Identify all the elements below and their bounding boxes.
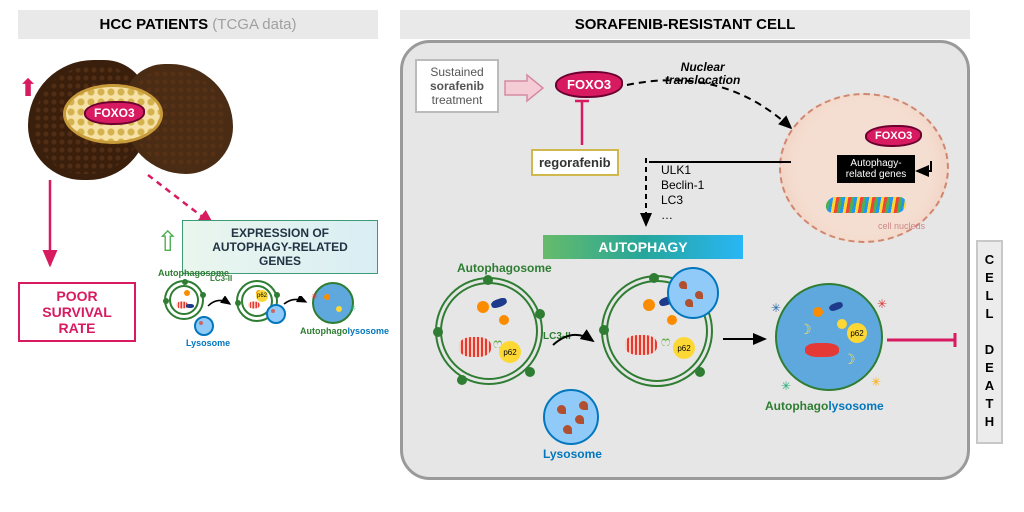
gene-list: ULK1 Beclin-1 LC3 …	[661, 163, 704, 223]
lysosome-vesicle	[543, 389, 599, 445]
poor-survival-box: POOR SURVIVAL RATE	[18, 282, 136, 342]
foxo3-badge-cytoplasm: FOXO3	[555, 71, 623, 98]
mini-autophagolysosome-label: Autophagolysosome	[300, 326, 389, 336]
autophagy-pathway-large: Autophagosome ෆ p62 LC3-II	[423, 261, 953, 471]
p62-badge-3: p62	[847, 323, 867, 343]
autophagosome-vesicle: ෆ p62	[435, 277, 543, 385]
autophagy-box: AUTOPHAGY	[543, 235, 743, 259]
p62-badge-2: p62	[673, 337, 695, 359]
up-arrow-foxo3-icon: ⬆	[18, 74, 38, 103]
p62-badge-1: p62	[499, 341, 521, 363]
lysosome-merging	[667, 267, 719, 319]
autophagy-genes-box: Autophagy- related genes	[837, 155, 915, 183]
inhibition-cell-death-icon	[885, 333, 961, 347]
dna-icon	[825, 197, 908, 213]
block-arrow-sorafenib-icon	[503, 73, 545, 103]
autophagolysosome-vesicle: ☽ ☽ p62 ✳ ✳ ✳ ✳	[775, 283, 883, 391]
cell-body: Sustained sorafenib treatment FOXO3 Nucl…	[400, 40, 970, 480]
left-header: HCC PATIENTS (TCGA data)	[18, 10, 378, 39]
cell-death-label: CELL DEATH	[976, 240, 1003, 444]
left-header-main: HCC PATIENTS	[100, 16, 209, 33]
left-header-sub: (TCGA data)	[212, 16, 296, 33]
autophagosome-label: Autophagosome	[457, 261, 552, 275]
right-panel: SORAFENIB-RESISTANT CELL Sustained soraf…	[400, 10, 1010, 500]
up-arrow-expr-icon: ⇧	[156, 225, 179, 258]
autophagolysosome-label: Autophagolysosome	[765, 399, 884, 413]
cell-nucleus-label: cell nucleus	[878, 221, 925, 231]
mini-autophagy-pathway: Autophagosome LC3-II Lysosome p62 ✳ ✳	[158, 268, 378, 368]
regorafenib-box: regorafenib	[531, 149, 619, 176]
inhibition-regorafenib-icon	[575, 95, 589, 149]
foxo3-badge-liver: FOXO3	[84, 101, 145, 125]
arrow-liver-to-survival-icon	[30, 180, 70, 280]
nuclear-translocation-label: Nuclear translocation	[665, 61, 740, 87]
expression-genes-box: EXPRESSION OF AUTOPHAGY-RELATED GENES	[182, 220, 378, 274]
right-header: SORAFENIB-RESISTANT CELL	[400, 10, 970, 39]
arrow-to-autophagy-icon	[639, 155, 653, 235]
sustained-sorafenib-box: Sustained sorafenib treatment	[415, 59, 499, 113]
liver-illustration: FOXO3	[28, 54, 238, 184]
left-panel: HCC PATIENTS (TCGA data) FOXO3 ⬆ POOR SU…	[18, 10, 378, 500]
nucleus: FOXO3 Autophagy- related genes cell nucl…	[779, 93, 949, 243]
lysosome-label: Lysosome	[543, 447, 602, 461]
tumor: FOXO3	[63, 84, 163, 144]
foxo3-badge-nucleus: FOXO3	[865, 125, 922, 147]
